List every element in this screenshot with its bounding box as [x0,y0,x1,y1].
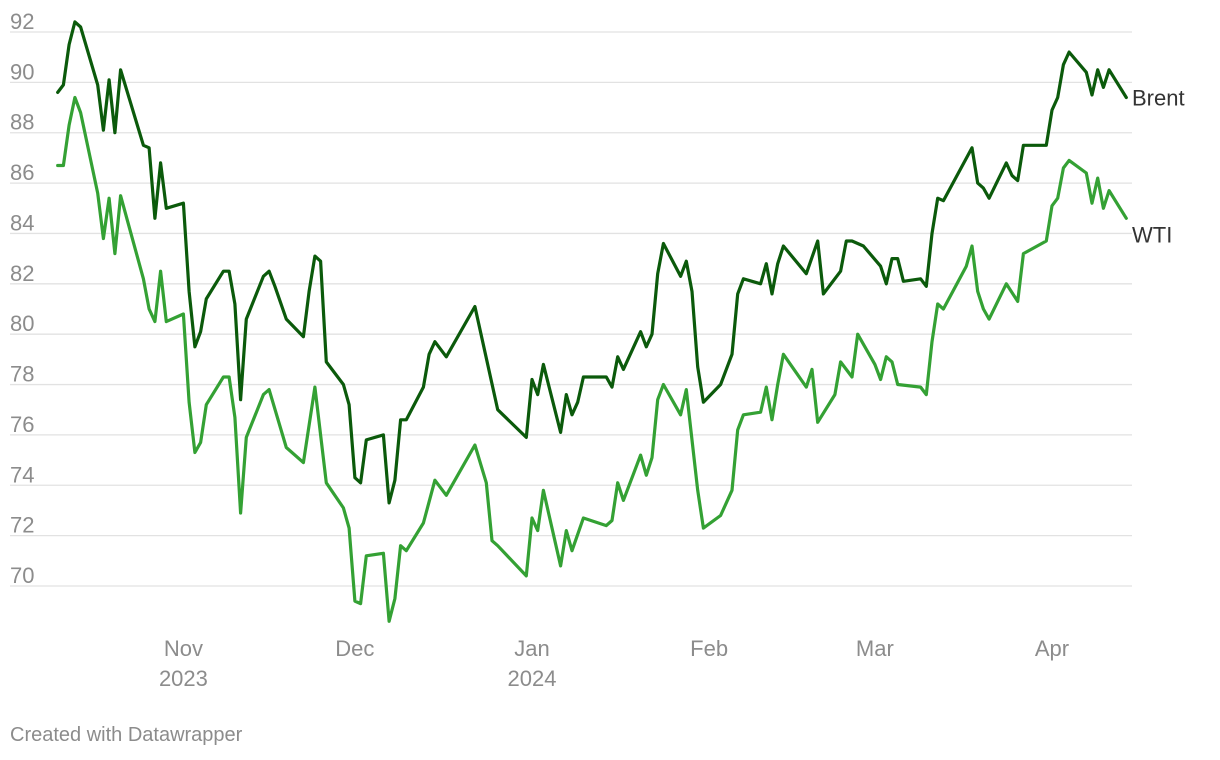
series-label-brent: Brent [1132,85,1185,110]
y-tick-label: 82 [10,261,34,286]
y-tick-label: 72 [10,513,34,538]
gridlines [10,31,1132,587]
y-tick-label: 78 [10,362,34,387]
y-tick-label: 74 [10,462,34,487]
y-tick-label: 80 [10,311,34,336]
y-tick-label: 84 [10,210,34,235]
x-tick-label-apr: Apr [1035,636,1069,661]
y-axis: 70 72 74 76 78 80 82 84 86 88 90 92 [10,9,34,588]
y-tick-label: 76 [10,412,34,437]
x-tick-label-feb: Feb [690,636,728,661]
x-axis: Nov 2023 Dec Jan 2024 Feb Mar Apr [159,636,1069,691]
y-tick-label: 92 [10,9,34,34]
x-tick-label-dec: Dec [335,636,374,661]
y-tick-label: 70 [10,563,34,588]
x-tick-label-jan: Jan [514,636,549,661]
x-tick-label-nov: Nov [164,636,203,661]
x-tick-label-mar: Mar [856,636,894,661]
x-tick-year-label: 2024 [508,666,557,691]
y-tick-label: 86 [10,160,34,185]
x-tick-year-label: 2023 [159,666,208,691]
series-line-brent [56,20,1128,505]
series-line-wti [56,95,1128,623]
y-tick-label: 90 [10,59,34,84]
chart-credit: Created with Datawrapper [10,724,243,746]
series-labels: Brent WTI [1132,85,1185,247]
line-chart: 70 72 74 76 78 80 82 84 86 88 90 92 Nov 2023 Dec Jan 20… [10,9,1185,691]
series-label-wti: WTI [1132,222,1172,247]
series-lines [56,20,1128,623]
y-tick-label: 88 [10,110,34,135]
